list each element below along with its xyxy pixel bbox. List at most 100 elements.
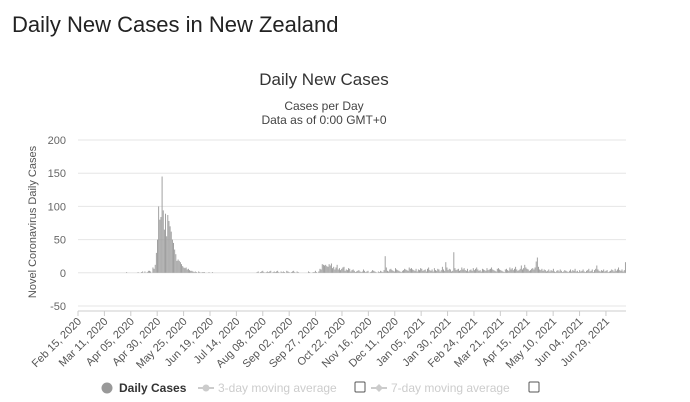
bar[interactable]: [526, 268, 528, 273]
bar[interactable]: [412, 269, 414, 273]
bar[interactable]: [539, 269, 541, 273]
bar[interactable]: [579, 270, 581, 273]
bar[interactable]: [208, 272, 210, 273]
bar[interactable]: [612, 270, 614, 273]
bar[interactable]: [296, 271, 298, 273]
bar[interactable]: [427, 268, 428, 273]
bar[interactable]: [265, 272, 267, 273]
bar[interactable]: [420, 268, 422, 273]
bar[interactable]: [512, 270, 514, 273]
bar[interactable]: [189, 270, 191, 273]
bar[interactable]: [624, 262, 626, 273]
bar[interactable]: [541, 268, 543, 273]
bar[interactable]: [554, 271, 555, 273]
bar[interactable]: [297, 272, 299, 273]
bar[interactable]: [548, 269, 550, 273]
bar[interactable]: [449, 269, 451, 273]
bar[interactable]: [594, 270, 595, 273]
bar[interactable]: [407, 270, 409, 273]
bar[interactable]: [453, 252, 455, 273]
bar[interactable]: [447, 270, 449, 273]
bar[interactable]: [202, 272, 204, 273]
bar[interactable]: [404, 268, 406, 273]
bar[interactable]: [475, 268, 477, 273]
bar[interactable]: [287, 271, 289, 273]
bar[interactable]: [538, 266, 539, 273]
bar[interactable]: [566, 271, 568, 273]
bar[interactable]: [308, 271, 309, 273]
bar[interactable]: [170, 231, 172, 273]
bar[interactable]: [605, 270, 607, 273]
bar[interactable]: [144, 271, 146, 273]
bar[interactable]: [496, 268, 498, 273]
bar[interactable]: [185, 267, 187, 273]
bar[interactable]: [398, 270, 400, 273]
bar[interactable]: [401, 270, 403, 273]
bar[interactable]: [292, 271, 293, 273]
bar[interactable]: [350, 271, 352, 273]
bar[interactable]: [433, 268, 435, 273]
bar[interactable]: [269, 271, 271, 273]
bar[interactable]: [576, 270, 578, 273]
bar[interactable]: [361, 271, 363, 273]
bar[interactable]: [137, 272, 139, 273]
bar[interactable]: [583, 271, 585, 273]
bar[interactable]: [373, 270, 375, 273]
bar[interactable]: [309, 272, 311, 273]
bar[interactable]: [126, 272, 128, 273]
bar[interactable]: [421, 268, 423, 273]
bar[interactable]: [603, 269, 605, 273]
bar[interactable]: [515, 266, 517, 273]
bar[interactable]: [494, 270, 496, 273]
legend-checkbox-3-day[interactable]: [354, 381, 366, 393]
bar[interactable]: [574, 268, 576, 273]
bar[interactable]: [417, 269, 419, 273]
bar[interactable]: [272, 272, 274, 273]
bar[interactable]: [542, 270, 544, 273]
bar[interactable]: [176, 260, 178, 273]
bar[interactable]: [358, 270, 360, 273]
bar[interactable]: [560, 270, 562, 273]
bar[interactable]: [282, 271, 284, 273]
bar[interactable]: [613, 271, 615, 273]
bar[interactable]: [168, 221, 170, 273]
bar[interactable]: [346, 270, 348, 273]
bar[interactable]: [485, 270, 487, 273]
bar[interactable]: [517, 270, 519, 273]
bar[interactable]: [278, 272, 280, 273]
bar[interactable]: [342, 267, 344, 273]
bar[interactable]: [383, 270, 385, 273]
bar[interactable]: [387, 270, 388, 273]
bar[interactable]: [261, 271, 263, 273]
bar[interactable]: [500, 270, 502, 273]
bar[interactable]: [344, 270, 346, 273]
bar[interactable]: [479, 270, 481, 273]
bar[interactable]: [169, 226, 171, 273]
bar[interactable]: [385, 267, 387, 273]
bar[interactable]: [470, 269, 472, 273]
bar[interactable]: [262, 270, 264, 273]
bar[interactable]: [377, 271, 379, 273]
bar[interactable]: [313, 272, 315, 273]
bar[interactable]: [328, 264, 330, 273]
bar[interactable]: [333, 266, 335, 273]
bar[interactable]: [362, 269, 364, 273]
bar[interactable]: [411, 268, 412, 273]
bar[interactable]: [312, 272, 314, 273]
bar[interactable]: [260, 272, 261, 273]
bar[interactable]: [501, 270, 503, 273]
bar[interactable]: [507, 270, 509, 273]
bar[interactable]: [162, 210, 164, 273]
bar[interactable]: [183, 267, 185, 273]
bar[interactable]: [495, 271, 497, 273]
bar[interactable]: [149, 270, 150, 273]
bar[interactable]: [473, 270, 475, 273]
bar[interactable]: [589, 271, 591, 273]
bar[interactable]: [565, 270, 567, 273]
bar[interactable]: [356, 271, 358, 273]
bar[interactable]: [523, 268, 525, 273]
bar[interactable]: [405, 269, 407, 273]
bar[interactable]: [558, 271, 560, 273]
bar[interactable]: [568, 270, 570, 273]
bar[interactable]: [531, 268, 533, 273]
